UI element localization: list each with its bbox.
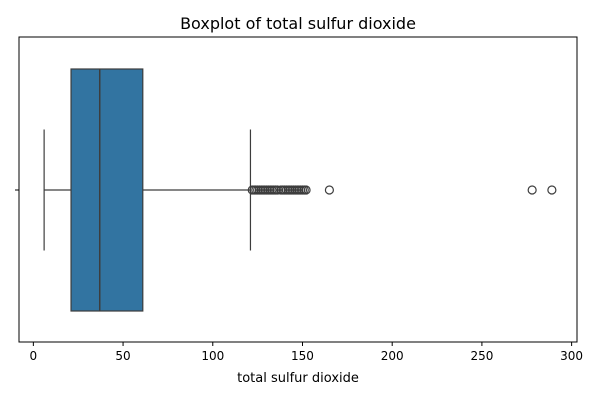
outlier-point — [527, 185, 537, 195]
outlier-layer — [247, 185, 557, 195]
x-axis-label: total sulfur dioxide — [237, 371, 359, 386]
x-tick-label: 50 — [115, 349, 130, 363]
x-tick-label: 200 — [381, 349, 404, 363]
box-layer — [43, 68, 252, 312]
x-tick-label: 0 — [30, 349, 38, 363]
x-tick-label: 100 — [201, 349, 224, 363]
x-tick-label: 300 — [560, 349, 583, 363]
x-axis: 0 50 100 150 200 250 300 — [30, 342, 583, 363]
chart-title: Boxplot of total sulfur dioxide — [180, 14, 416, 33]
outlier-point — [301, 185, 311, 195]
outlier-point — [324, 185, 334, 195]
x-tick-label: 250 — [470, 349, 493, 363]
outlier-point — [547, 185, 557, 195]
iqr-box — [70, 68, 144, 312]
x-tick-label: 150 — [291, 349, 314, 363]
outlier-point — [272, 185, 282, 195]
